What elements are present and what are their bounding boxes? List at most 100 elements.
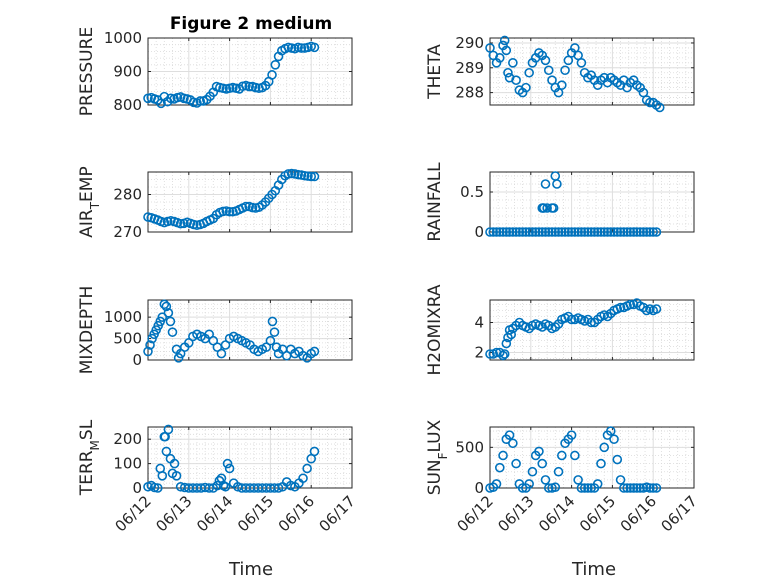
- data-point: [244, 81, 254, 92]
- data-point: [570, 450, 580, 461]
- data-point: [534, 227, 544, 237]
- data-point: [273, 483, 284, 493]
- data-point: [589, 227, 600, 237]
- x-tick-label: 06/17: [316, 492, 359, 535]
- data-point: [524, 227, 534, 237]
- data-point: [247, 202, 258, 213]
- y-axis-label-1: THETA: [425, 44, 445, 100]
- data-point: [298, 473, 308, 484]
- data-point: [499, 349, 510, 359]
- data-point: [299, 170, 310, 181]
- data-point: [612, 227, 623, 237]
- data-point: [241, 201, 251, 212]
- data-point: [635, 483, 645, 493]
- data-point: [521, 227, 531, 237]
- x-tick-label: 06/14: [535, 492, 578, 535]
- data-point: [576, 58, 587, 68]
- data-point: [163, 308, 174, 318]
- data-point: [609, 227, 619, 237]
- data-point: [619, 483, 629, 493]
- x-tick-label: 06/15: [234, 492, 277, 535]
- data-point: [566, 227, 577, 237]
- data-point: [619, 227, 629, 237]
- data-point: [504, 430, 515, 440]
- y-tick-label: 800: [113, 96, 142, 114]
- data-point: [267, 70, 277, 80]
- x-tick-label: 06/13: [494, 492, 537, 535]
- data-point: [265, 335, 276, 346]
- data-point: [625, 483, 636, 493]
- y-tick-label: 270: [113, 223, 142, 241]
- data-point: [501, 45, 512, 56]
- data-point: [648, 483, 659, 493]
- data-point: [553, 466, 564, 477]
- data-point: [152, 483, 163, 493]
- subplot-air-temp: 270 280 AIRTEMP: [77, 166, 353, 241]
- data-point: [527, 466, 538, 477]
- data-point: [506, 329, 517, 340]
- data-point: [159, 299, 170, 310]
- data-point: [566, 314, 577, 325]
- data-point: [302, 463, 312, 474]
- data-point: [216, 348, 227, 359]
- data-point: [543, 65, 554, 76]
- y-tick-label: 0: [474, 223, 484, 241]
- data-point: [503, 67, 513, 78]
- data-point: [163, 424, 174, 435]
- data-point: [645, 227, 655, 237]
- data-point: [485, 227, 495, 237]
- data-point: [609, 434, 619, 445]
- y-axis-label-6: TERRMSL: [77, 419, 102, 496]
- data-point: [622, 483, 632, 493]
- data-point: [491, 479, 502, 489]
- data-point: [537, 227, 548, 237]
- y-tick-label: 280: [113, 186, 142, 204]
- axes-box: [489, 426, 695, 489]
- y-tick-label: 500: [455, 438, 484, 456]
- subplot-mixdepth: 0 500 1000 MIXDEPTH: [77, 286, 353, 375]
- data-point: [651, 227, 662, 237]
- data-point: [651, 483, 662, 493]
- data-point: [306, 171, 317, 182]
- data-point: [605, 227, 616, 237]
- data-point: [204, 483, 214, 493]
- y-tick-label: 200: [113, 430, 142, 448]
- y-tick-label: 500: [113, 330, 142, 348]
- data-point: [599, 227, 610, 237]
- subplot-rainfall: 0 0.5 RAINFALL: [425, 162, 695, 242]
- data-point: [615, 227, 626, 237]
- data-point: [543, 227, 554, 237]
- axes-box: [147, 299, 353, 361]
- data-point: [586, 227, 596, 237]
- x-axis-label-left: Time: [228, 559, 273, 580]
- data-point: [557, 80, 567, 90]
- data-point: [566, 430, 577, 440]
- subplot-theta: 288 289 290 THETA: [425, 34, 695, 113]
- data-point: [309, 446, 320, 457]
- y-tick-label: 0: [132, 351, 142, 369]
- data-point: [498, 450, 508, 461]
- data-point: [499, 35, 510, 46]
- data-point: [628, 227, 639, 237]
- data-point: [511, 227, 521, 237]
- data-point: [553, 227, 564, 237]
- data-point: [641, 227, 652, 237]
- data-point: [596, 458, 606, 469]
- data-point: [161, 446, 172, 457]
- data-point: [542, 203, 552, 213]
- subplot-h2omixra: 2 4 H2OMIXRA: [425, 284, 695, 376]
- data-point: [537, 458, 548, 469]
- data-point: [143, 346, 153, 357]
- y-tick-label: 900: [113, 63, 142, 81]
- data-point: [175, 218, 186, 229]
- subplot-pressure: 800 900 1000 PRESSURE: [77, 27, 353, 116]
- data-point: [169, 458, 180, 469]
- data-point: [309, 346, 320, 357]
- data-point: [501, 338, 512, 349]
- y-axis-label-4: MIXDEPTH: [77, 286, 97, 375]
- data-point: [570, 227, 580, 237]
- data-point: [517, 227, 528, 237]
- data-point: [638, 227, 649, 237]
- data-point: [494, 227, 505, 237]
